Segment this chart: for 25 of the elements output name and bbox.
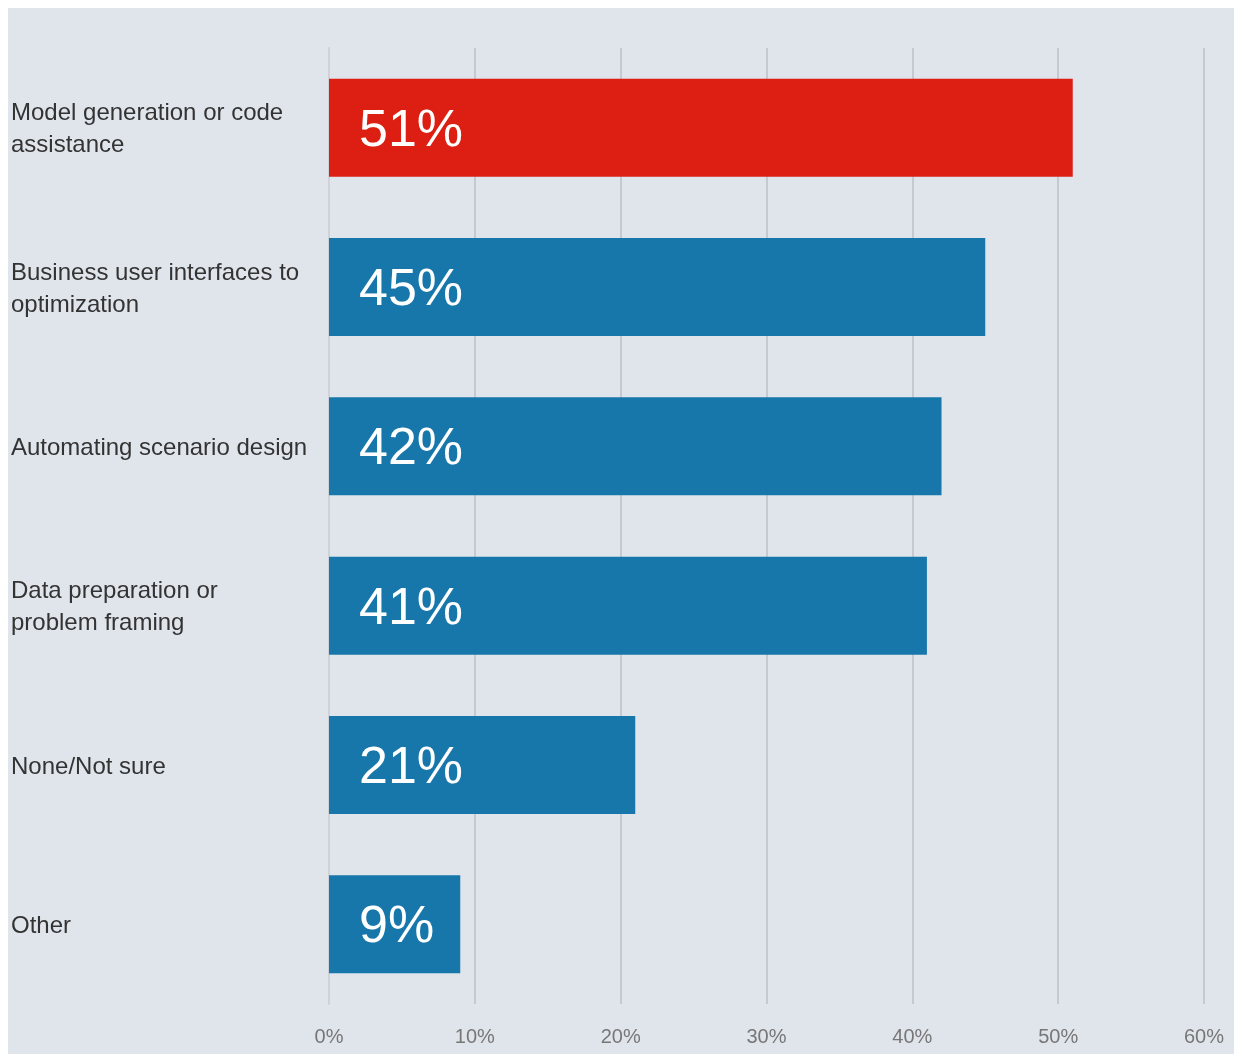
y-tick-label: Business user interfaces to optimization — [11, 257, 306, 317]
y-tick-label: Data preparation or problem framing — [11, 576, 225, 636]
x-tick-label: 50% — [1038, 1025, 1079, 1047]
data-label: 41% — [359, 576, 464, 635]
x-tick-label: 0% — [314, 1025, 344, 1047]
x-tick-label: 10% — [454, 1025, 496, 1047]
x-tick-label: 60% — [1183, 1025, 1225, 1047]
bar — [329, 238, 986, 336]
data-label: 45% — [359, 258, 464, 316]
y-tick-label: Automating scenario design — [11, 432, 308, 460]
x-tick-label: 20% — [600, 1025, 641, 1047]
data-label: 51% — [359, 98, 464, 157]
x-tick-label: 30% — [746, 1025, 787, 1047]
bar — [329, 556, 927, 655]
data-label: 42% — [359, 417, 464, 476]
data-label: 21% — [359, 736, 464, 794]
bar — [329, 875, 461, 974]
data-label: 9% — [359, 895, 435, 954]
bar — [329, 716, 636, 814]
y-tick-label: Model generation or code assistance — [11, 98, 290, 158]
bar — [329, 78, 1073, 177]
x-tick-label: 40% — [892, 1025, 933, 1047]
y-tick-label: None/Not sure — [11, 751, 166, 779]
bar — [329, 397, 942, 496]
y-tick-label: Other — [11, 910, 72, 938]
